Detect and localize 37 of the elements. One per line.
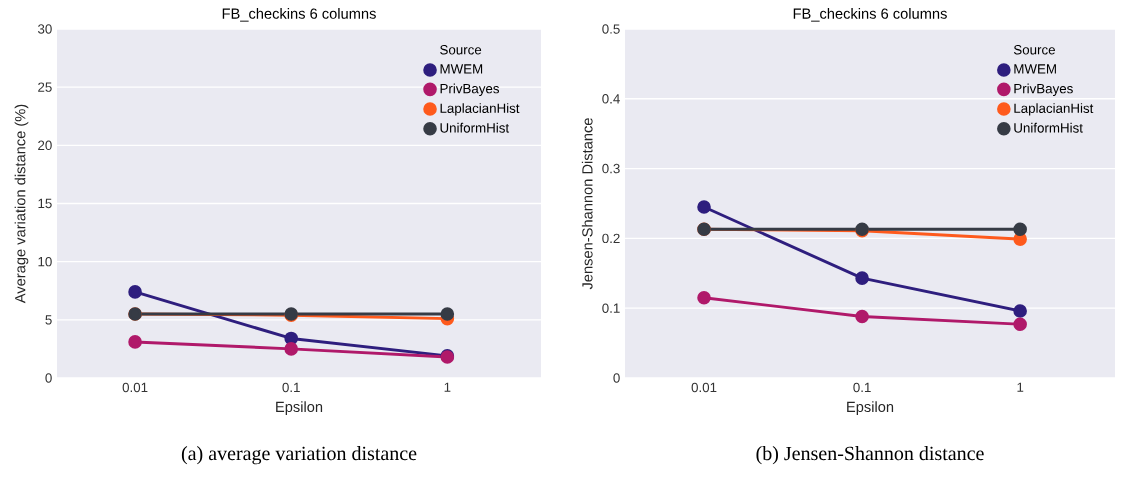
x-axis-title: Epsilon xyxy=(276,401,323,415)
y-tick-label: 0.5 xyxy=(602,24,620,34)
legend-title: Source xyxy=(1013,45,1055,55)
x-tick-label: 0.1 xyxy=(282,382,300,393)
y-tick-label: 0.3 xyxy=(602,163,620,174)
text: (b) Jensen-Shannon distance xyxy=(756,446,984,465)
y-tick-label: 5 xyxy=(45,315,52,325)
x-tick-label: 0.01 xyxy=(122,382,148,393)
y-tick-label: 0 xyxy=(45,373,52,383)
text: (a) average variation distance xyxy=(181,446,417,465)
chart-title: FB_checkins 6 columns xyxy=(222,8,376,22)
y-tick-label: 0 xyxy=(613,373,620,383)
x-tick-label: 1 xyxy=(444,382,451,392)
y-tick-label: 0.2 xyxy=(602,233,620,244)
chart-title: FB_checkins 6 columns xyxy=(793,8,947,22)
legend-label: PrivBayes xyxy=(440,83,500,96)
y-tick-label: 10 xyxy=(38,256,52,267)
legend-label: MWEM xyxy=(440,64,483,74)
y-axis-title: Jensen-Shannon Distance xyxy=(581,118,593,290)
legend-label: LaplacianHist xyxy=(440,103,520,116)
x-tick-label: 0.01 xyxy=(691,382,717,393)
x-tick-label: 1 xyxy=(1017,382,1024,392)
y-tick-label: 30 xyxy=(37,24,52,34)
x-tick-label: 0.1 xyxy=(853,382,871,393)
legend-label: UniformHist xyxy=(440,122,510,133)
y-tick-label: 0.1 xyxy=(602,303,620,313)
y-tick-label: 15 xyxy=(38,198,52,209)
y-tick-label: 25 xyxy=(38,82,52,92)
y-tick-label: 0.4 xyxy=(602,94,620,104)
legend-label: PrivBayes xyxy=(1014,83,1073,96)
y-axis-title: Average variation distance (%) xyxy=(14,104,29,304)
x-axis-title: Epsilon xyxy=(847,401,894,415)
legend-label: UniformHist xyxy=(1014,122,1083,133)
y-tick-label: 20 xyxy=(38,140,52,151)
legend-title: Source xyxy=(440,45,482,55)
legend-label: LaplacianHist xyxy=(1014,103,1094,116)
legend-label: MWEM xyxy=(1014,64,1056,74)
